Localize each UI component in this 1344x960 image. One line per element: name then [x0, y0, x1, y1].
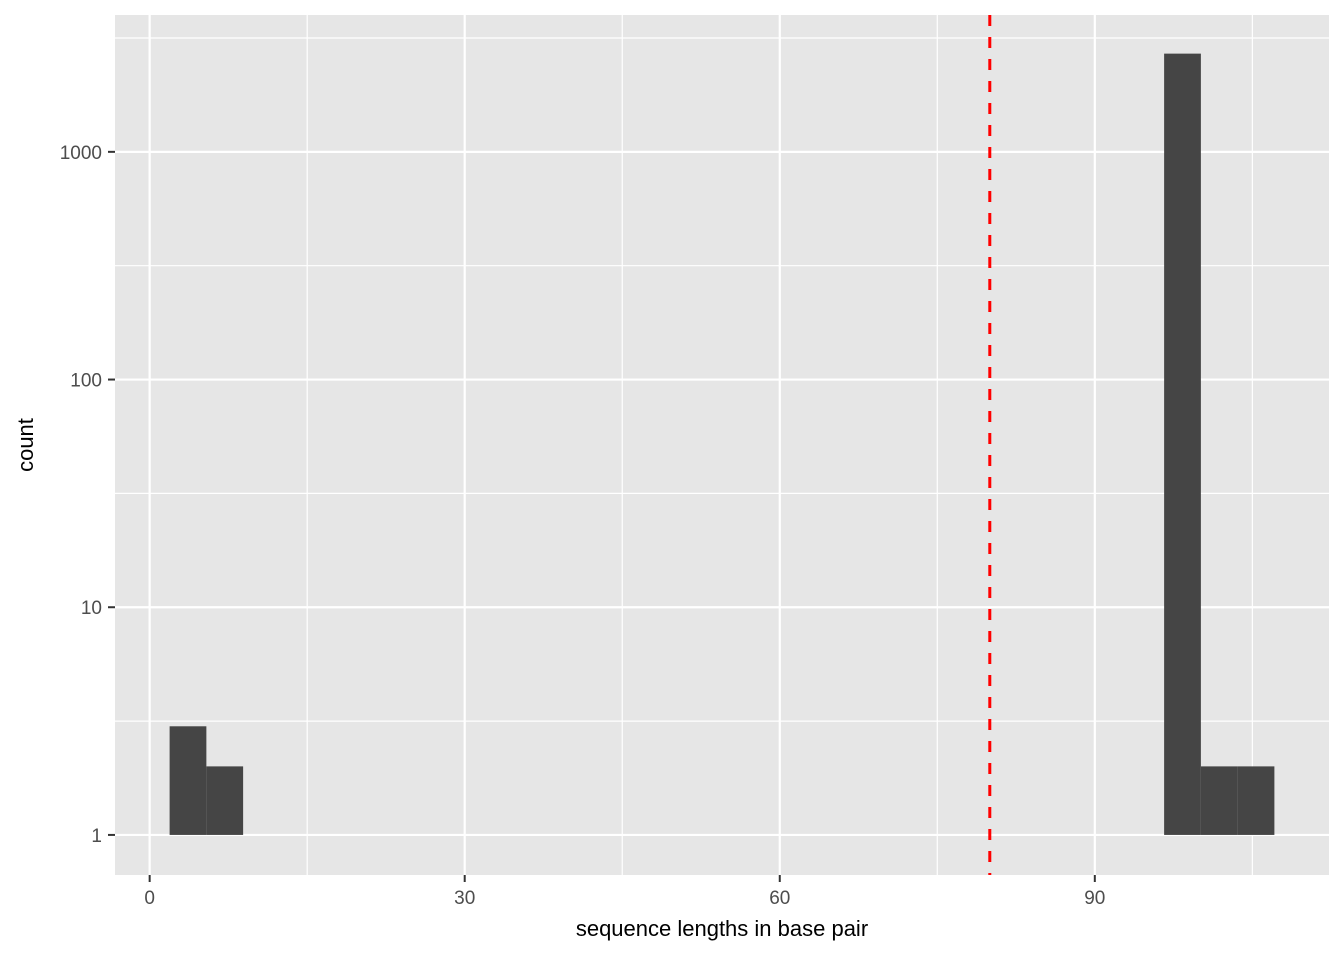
histogram-bar [1200, 766, 1238, 835]
y-axis-tick-label: 1 [91, 826, 102, 847]
x-axis-tick-label: 90 [1084, 888, 1105, 909]
y-axis-tick-label: 10 [81, 598, 102, 619]
y-axis-tick-label: 100 [70, 371, 102, 392]
panel-background [115, 15, 1329, 875]
histogram-bar [206, 766, 244, 835]
histogram-bar [169, 726, 207, 835]
y-axis-tick-label: 1000 [60, 143, 102, 164]
x-axis-tick-label: 0 [144, 888, 155, 909]
x-axis-title: sequence lengths in base pair [575, 916, 869, 941]
histogram-bar [1237, 766, 1275, 835]
x-axis-tick-label: 30 [454, 888, 475, 909]
y-axis-title: count [13, 418, 38, 472]
x-axis-tick-label: 60 [769, 888, 790, 909]
histogram-bar [1164, 53, 1201, 835]
